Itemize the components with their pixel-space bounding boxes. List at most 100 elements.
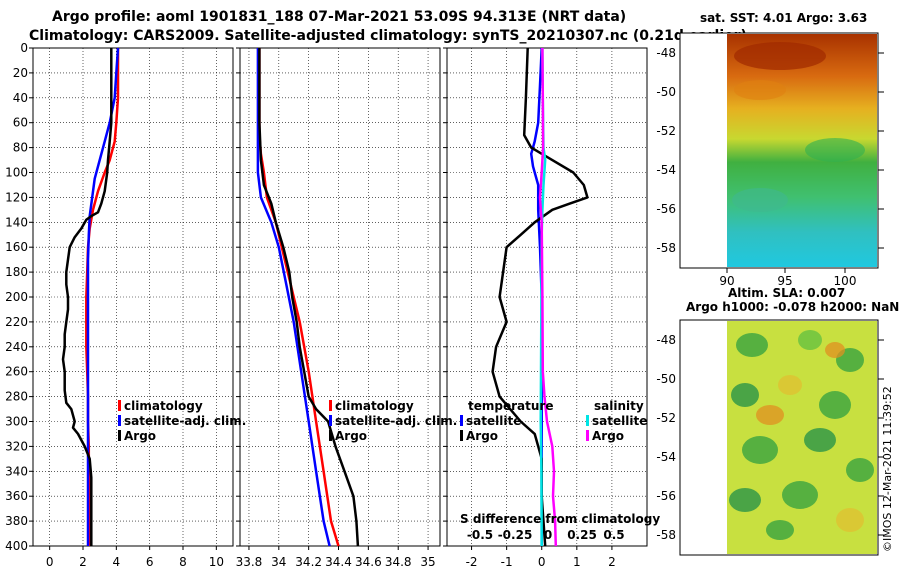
sla-anomaly-patch: [766, 520, 794, 540]
legend-label-climatology: climatology: [124, 399, 203, 413]
salinity-legend: climatology satellite-adj. clim. Argo: [329, 399, 457, 443]
legend-swatch-satellite: [329, 415, 332, 426]
sst-map-title: sat. SST: 4.01 Argo: 3.63: [700, 11, 867, 25]
map-y-tick-label: -56: [656, 489, 676, 503]
depth-tick-label: 40: [13, 91, 28, 105]
sla-anomaly-patch: [729, 488, 761, 512]
sla-map-title-line2: Argo h1000: -0.078 h2000: NaN: [686, 300, 899, 314]
x-tick-label: 10: [209, 555, 224, 569]
temperature-panel: [29, 47, 234, 550]
legend-label-satellite: satellite-adj. clim.: [124, 414, 246, 428]
sla-anomaly-patch: [778, 375, 802, 395]
legend-swatch-temp-argo: [460, 430, 463, 441]
depth-tick-label: 20: [13, 66, 28, 80]
salinity-panel: [236, 47, 441, 550]
legend-label-temp-argo: Argo: [466, 429, 498, 443]
difference-legend: temperature satellite Argo salinity sate…: [460, 399, 660, 526]
depth-tick-label: 80: [13, 141, 28, 155]
sla-anomaly-patch: [731, 383, 759, 407]
x-tick-label: 34.2: [295, 555, 322, 569]
sst-cool-patch: [732, 188, 788, 212]
x-tick-label: 33.8: [236, 555, 263, 569]
series-line-argo: [61, 48, 113, 546]
depth-tick-label: 240: [5, 340, 28, 354]
series-line-satellite-adj-clim-: [256, 48, 331, 547]
x-axis-labels: 0 2 4 6 8 10 33.8 34 34.2 34.4 34.6 34.8 35 -2 -1 0 1 2: [46, 555, 616, 569]
legend-swatch-sal-satellite: [586, 415, 589, 426]
legend-swatch-climatology: [118, 400, 121, 411]
legend-swatch-argo: [118, 430, 121, 441]
legend-label-temp-satellite: satellite: [466, 414, 521, 428]
map-y-tick-label: -54: [656, 450, 676, 464]
depth-tick-label: 100: [5, 166, 28, 180]
s-difference-tick-label: -0.25: [498, 528, 533, 542]
depth-tick-label: 120: [5, 190, 28, 204]
x-tick-label: 2: [79, 555, 87, 569]
depth-tick-label: 360: [5, 489, 28, 503]
map-y-tick-label: -50: [656, 372, 676, 386]
depth-tick-label: 300: [5, 415, 28, 429]
map-y-tick-label: -56: [656, 202, 676, 216]
sla-anomaly-patch: [742, 436, 778, 464]
legend-swatch-argo: [329, 430, 332, 441]
sla-anomaly-patch: [736, 333, 768, 357]
depth-tick-label: 400: [5, 539, 28, 553]
s-difference-tick-label: 0.25: [567, 528, 597, 542]
x-tick-label: -1: [501, 555, 513, 569]
x-tick-label: 34: [271, 555, 286, 569]
map-y-tick-label: -58: [656, 241, 676, 255]
legend-label-sal-satellite: satellite: [592, 414, 647, 428]
imos-timestamp: ©IMOS 12-Mar-2021 11:39:52: [881, 386, 894, 552]
legend-label-argo: Argo: [124, 429, 156, 443]
x-tick-label: 2: [608, 555, 616, 569]
sla-anomaly-patch: [836, 508, 864, 532]
difference-panel: [443, 47, 648, 550]
legend-heading-temperature: temperature: [468, 399, 553, 413]
depth-tick-label: 340: [5, 464, 28, 478]
legend-swatch-sal-argo: [586, 430, 589, 441]
legend-label-argo: Argo: [335, 429, 367, 443]
x-tick-label: 35: [420, 555, 435, 569]
map-x-tick-label: 90: [719, 274, 734, 288]
legend-swatch-satellite: [118, 415, 121, 426]
map-y-tick-label: -54: [656, 163, 676, 177]
x-tick-label: 6: [146, 555, 154, 569]
figure-title-line1: Argo profile: aoml 1901831_188 07-Mar-20…: [52, 9, 626, 25]
map-y-tick-label: -48: [656, 46, 676, 60]
x-tick-label: 34.8: [385, 555, 412, 569]
sla-anomaly-patch: [756, 405, 784, 425]
temperature-legend: climatology satellite-adj. clim. Argo: [118, 399, 246, 443]
depth-tick-label: 320: [5, 439, 28, 453]
s-difference-tick-label: 0: [544, 528, 552, 542]
sla-anomaly-patch: [825, 342, 845, 358]
sst-map: sat. SST: 4.01 Argo: 3.63 -48 -50 -52 -54 -5…: [656, 11, 884, 288]
s-difference-tick-label: -0.5: [467, 528, 493, 542]
s-difference-ticks: -0.5 -0.25 0.25 0.5 0: [467, 528, 625, 542]
series-line-temperature-argo: [491, 47, 589, 547]
depth-tick-label: 280: [5, 390, 28, 404]
map-y-tick-label: -52: [656, 411, 676, 425]
legend-label-satellite: satellite-adj. clim.: [335, 414, 457, 428]
x-tick-label: 34.4: [325, 555, 352, 569]
depth-tick-label: 140: [5, 215, 28, 229]
figure-title-line2: Climatology: CARS2009. Satellite-adjuste…: [29, 28, 747, 44]
sst-warm-patch: [734, 80, 786, 100]
sla-map-title-line1: Altim. SLA: 0.007: [728, 286, 845, 300]
legend-heading-salinity: salinity: [594, 399, 644, 413]
depth-tick-label: 380: [5, 514, 28, 528]
depth-tick-label: 60: [13, 116, 28, 130]
depth-tick-label: 200: [5, 290, 28, 304]
sla-anomaly-patch: [819, 391, 851, 419]
x-tick-label: -2: [466, 555, 478, 569]
s-difference-tick-label: 0.5: [603, 528, 624, 542]
x-tick-label: 8: [179, 555, 187, 569]
depth-tick-label: 0: [20, 41, 28, 55]
legend-label-climatology: climatology: [335, 399, 414, 413]
sla-anomaly-patch: [798, 330, 822, 350]
sla-anomaly-patch: [846, 458, 874, 482]
series-line-argo: [258, 48, 360, 547]
map-x-tick-label: 95: [777, 274, 792, 288]
x-tick-label: 0: [538, 555, 546, 569]
map-y-tick-label: -58: [656, 528, 676, 542]
